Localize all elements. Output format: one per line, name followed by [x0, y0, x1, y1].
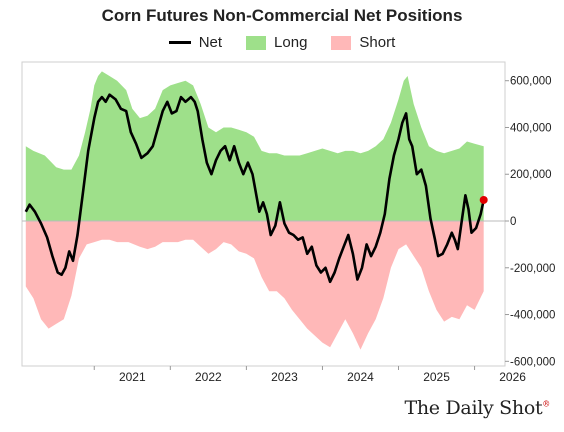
x-tick-label: 2021 [119, 370, 146, 384]
credit-logo: The Daily Shot® [404, 397, 550, 419]
credit-brand: The Daily Shot [404, 397, 543, 419]
y-tick-label: 600,000 [510, 76, 552, 88]
legend-label-net: Net [198, 34, 223, 51]
x-tick-label: 2024 [347, 370, 374, 384]
legend-label-long: Long [274, 34, 308, 51]
x-tick-label: 2026 [499, 370, 526, 384]
y-tick-label: 400,000 [510, 122, 552, 134]
legend: Net Long Short [0, 34, 564, 51]
legend-swatch-long [246, 35, 267, 50]
registered-mark-icon: ® [542, 399, 550, 409]
legend-item-short: Short [331, 34, 395, 51]
legend-swatch-net [168, 41, 191, 44]
chart-title: Corn Futures Non-Commercial Net Position… [101, 6, 463, 25]
x-tick-label: 2022 [195, 370, 222, 384]
y-tick-label: -600,000 [510, 356, 555, 368]
x-tick-label: 2025 [423, 370, 450, 384]
legend-item-net: Net [168, 34, 223, 51]
legend-swatch-short [331, 35, 352, 50]
series-net-line [24, 93, 485, 284]
series-short-area [25, 221, 484, 350]
y-tick-label: -200,000 [510, 263, 555, 275]
y-tick-label: 200,000 [510, 169, 552, 181]
legend-label-short: Short [359, 34, 396, 51]
x-tick-label: 2023 [271, 370, 298, 384]
plot-frame [21, 61, 506, 367]
legend-item-long: Long [246, 34, 307, 51]
latest-value-marker [479, 195, 488, 204]
y-tick-label: -400,000 [510, 310, 555, 322]
y-tick-label: 0 [510, 216, 516, 228]
series-long-area [25, 71, 484, 222]
